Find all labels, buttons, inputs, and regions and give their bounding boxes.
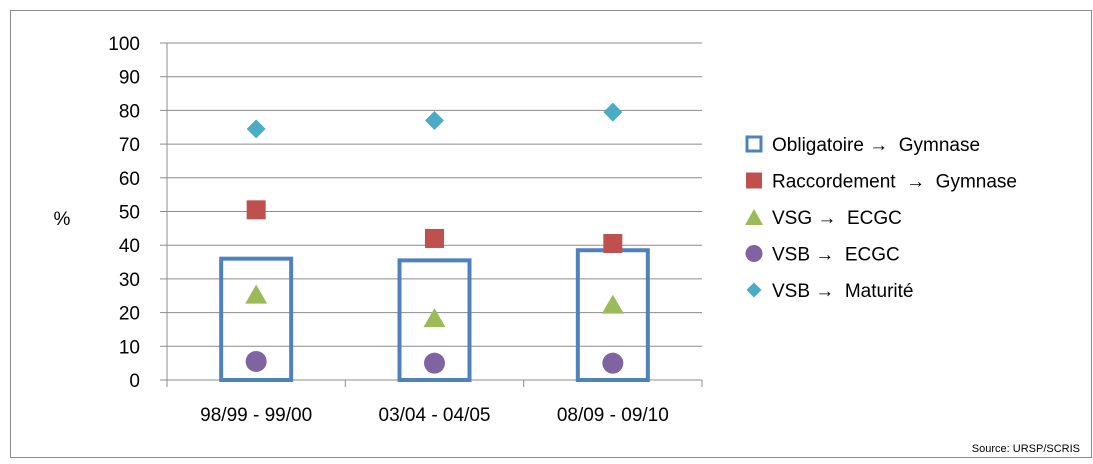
- x-tick-label: 08/09 - 09/10: [557, 405, 669, 426]
- y-tick-label: 100: [108, 34, 140, 55]
- data-marks: [219, 102, 650, 382]
- y-tick-label: 90: [119, 68, 140, 89]
- y-tick-label: 50: [119, 203, 140, 224]
- x-tick-label: 98/99 - 99/00: [200, 405, 312, 426]
- grid-lines: [167, 42, 702, 347]
- point-series-1-2: [603, 234, 623, 254]
- legend-marker-1: [746, 172, 762, 189]
- y-tick-label: 40: [119, 236, 140, 257]
- legend-marker-4: [746, 282, 762, 298]
- y-tick-label: 10: [119, 337, 140, 358]
- point-series-4-2: [603, 102, 623, 122]
- y-tick-label: 0: [129, 371, 140, 392]
- tick-labels: 0 10 20 30 40 50 60 70 80 90 100 98/99 - 99/00 03/04…: [108, 34, 669, 426]
- y-axis-label: %: [54, 209, 71, 230]
- point-series-4-0: [246, 119, 266, 139]
- x-tick-label: 03/04 - 04/05: [379, 405, 491, 426]
- legend-label-2: VSG → ECGC: [772, 208, 902, 229]
- y-tick-label: 30: [119, 270, 140, 291]
- legend-label-3: VSB → ECGC: [772, 245, 900, 266]
- legend-label-4: VSB → Maturité: [772, 281, 914, 302]
- point-series-1-0: [246, 200, 266, 220]
- point-series-3-0: [245, 350, 267, 372]
- point-series-2-1: [423, 308, 446, 328]
- legend-marker-3: [745, 245, 763, 262]
- box-mark-series-0-0: [219, 256, 294, 382]
- source-label: Source: URSP/SCRIS: [972, 443, 1080, 455]
- y-tick-label: 80: [119, 101, 140, 122]
- legend: Obligatoire → Gymnase Raccordement → Gymn…: [745, 135, 1017, 302]
- legend-marker-2: [745, 209, 763, 225]
- point-series-4-1: [425, 111, 444, 131]
- y-tick-label: 60: [119, 169, 140, 190]
- point-series-1-1: [425, 228, 444, 248]
- point-series-3-2: [602, 352, 624, 374]
- box-mark-series-0-1: [397, 258, 472, 382]
- point-series-2-0: [245, 284, 268, 304]
- point-series-2-2: [601, 294, 624, 314]
- point-series-3-1: [424, 352, 445, 374]
- y-tick-label: 20: [119, 304, 140, 325]
- chart-border: [10, 10, 1092, 458]
- legend-label-0: Obligatoire → Gymnase: [772, 135, 980, 156]
- y-tick-label: 70: [119, 135, 140, 156]
- legend-label-1: Raccordement → Gymnase: [772, 172, 1017, 193]
- legend-marker-0: [745, 135, 763, 153]
